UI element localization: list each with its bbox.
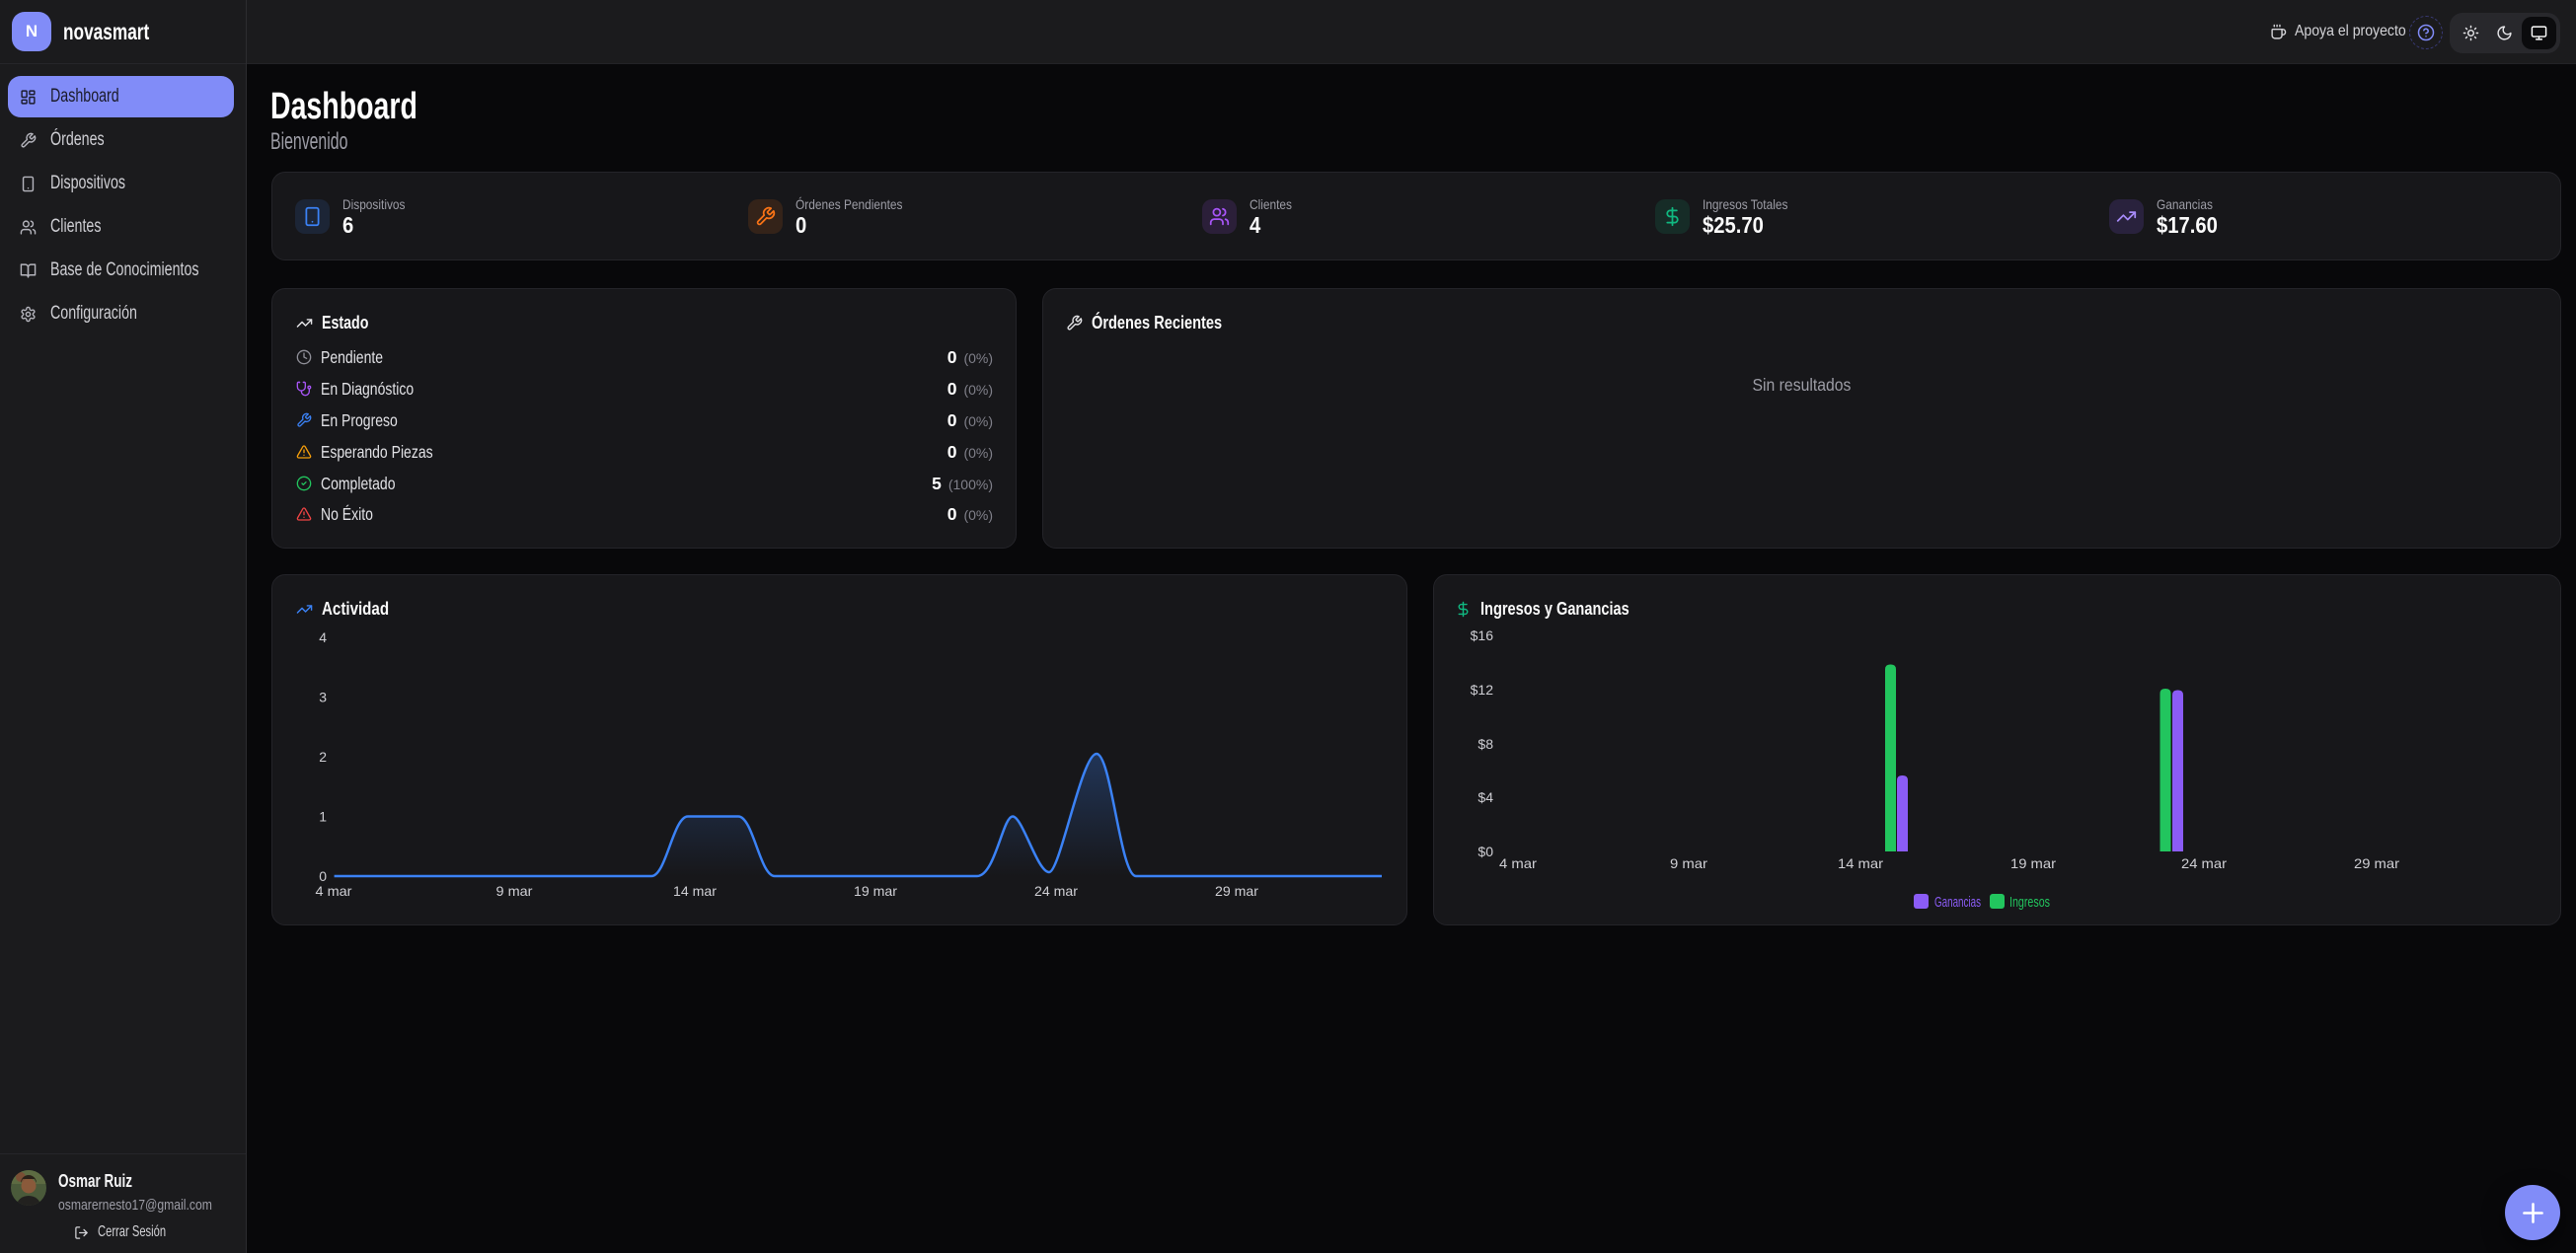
svg-text:$4: $4 — [1477, 789, 1493, 805]
svg-text:Ganancias: Ganancias — [1934, 894, 1981, 911]
svg-text:$0: $0 — [1477, 844, 1493, 859]
svg-text:24 mar: 24 mar — [2181, 855, 2227, 871]
svg-text:9 mar: 9 mar — [496, 883, 533, 899]
svg-text:4 mar: 4 mar — [316, 883, 352, 899]
svg-text:29 mar: 29 mar — [1215, 883, 1258, 899]
svg-text:29 mar: 29 mar — [2354, 855, 2399, 871]
svg-text:1: 1 — [319, 809, 327, 825]
svg-text:14 mar: 14 mar — [1838, 855, 1883, 871]
svg-text:24 mar: 24 mar — [1034, 883, 1078, 899]
svg-text:$12: $12 — [1471, 682, 1494, 698]
svg-text:3: 3 — [319, 690, 327, 705]
svg-text:19 mar: 19 mar — [854, 883, 897, 899]
svg-text:2: 2 — [319, 749, 327, 765]
svg-text:$8: $8 — [1477, 736, 1493, 752]
svg-text:14 mar: 14 mar — [673, 883, 717, 899]
svg-text:4: 4 — [319, 629, 327, 645]
svg-text:4 mar: 4 mar — [1499, 855, 1537, 871]
svg-text:0: 0 — [319, 868, 327, 884]
svg-text:$16: $16 — [1471, 627, 1494, 643]
svg-text:Ingresos: Ingresos — [2009, 894, 2050, 911]
svg-text:19 mar: 19 mar — [2010, 855, 2056, 871]
svg-text:9 mar: 9 mar — [1670, 855, 1707, 871]
